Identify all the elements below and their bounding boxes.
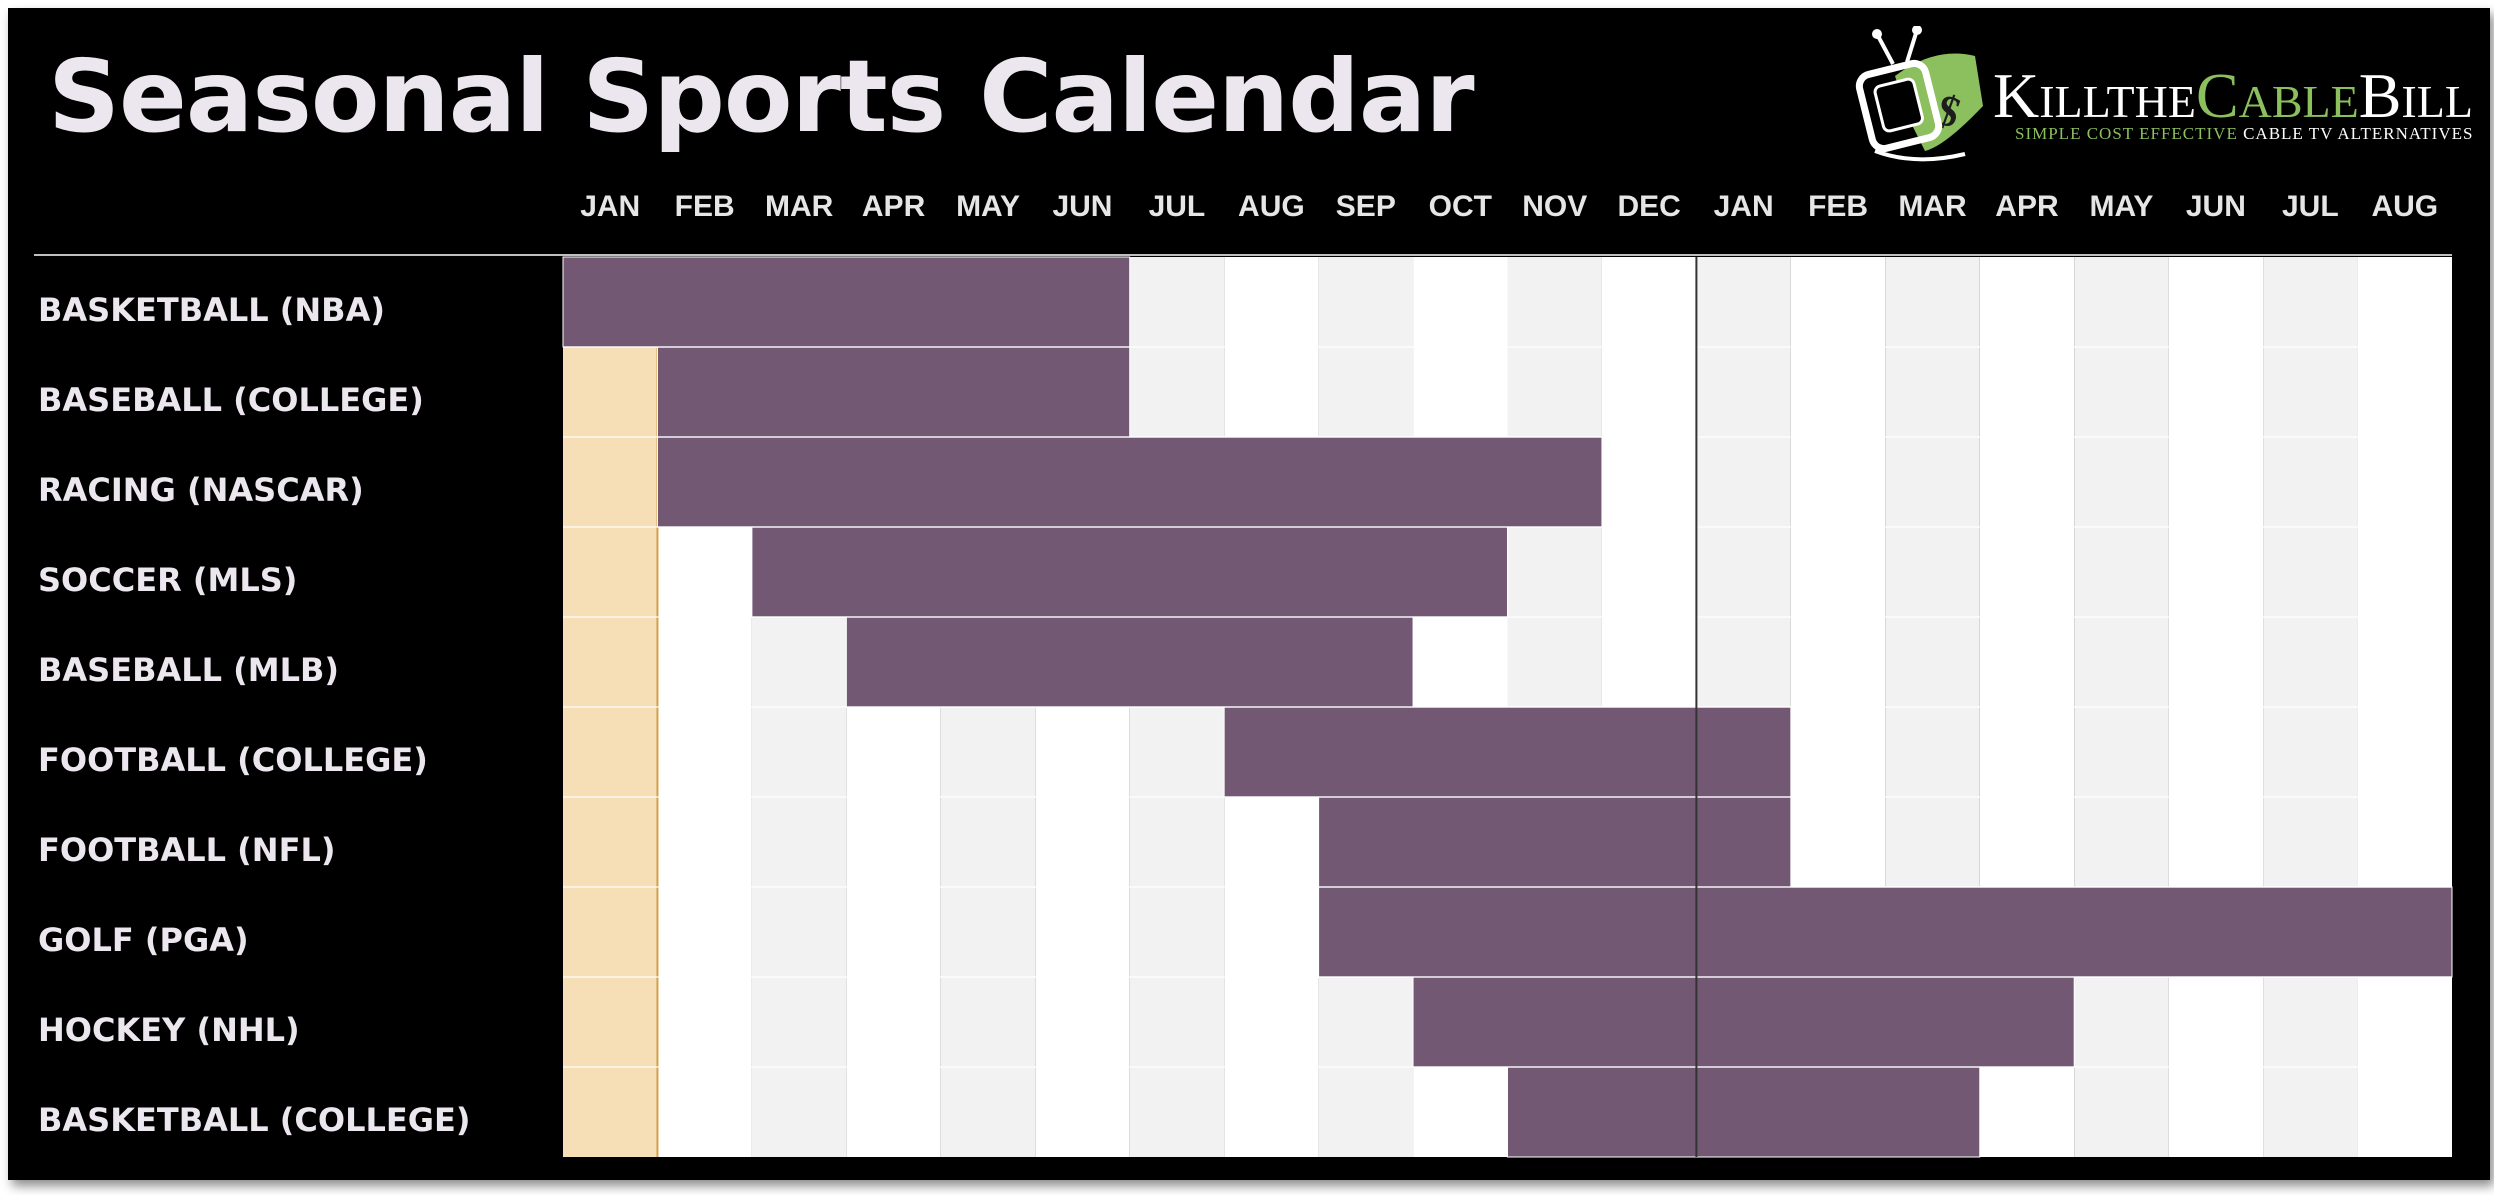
season-bar	[1318, 886, 2453, 978]
page-title: Seasonal Sports Calendar	[48, 38, 1475, 155]
month-label: FEB	[675, 190, 735, 223]
season-bar	[1318, 796, 1792, 888]
logo-wordmark: KILLTHECABLEBILL	[1993, 64, 2473, 128]
sport-label: SOCCER (MLS)	[38, 561, 297, 599]
month-label: JAN	[1714, 190, 1774, 223]
month-label: JUN	[1052, 190, 1112, 223]
brand-logo: $ KILLTHECABLEBILL SIMPLE COST EFFECTIVE…	[1855, 26, 2473, 176]
logo-text-ill-2: ILL	[2401, 76, 2473, 127]
tv-with-money-icon: $	[1855, 26, 1983, 162]
month-label: OCT	[1429, 190, 1492, 223]
logo-tagline-green: SIMPLE COST EFFECTIVE	[2015, 124, 2244, 143]
sport-label: BASEBALL (COLLEGE)	[38, 381, 424, 419]
logo-tagline-white: CABLE TV ALTERNATIVES	[2243, 124, 2474, 143]
sport-label: FOOTBALL (NFL)	[38, 831, 335, 869]
month-label: SEP	[1336, 190, 1396, 223]
sport-label: HOCKEY (NHL)	[38, 1011, 300, 1049]
sport-label: RACING (NASCAR)	[38, 471, 364, 509]
season-bar	[1223, 706, 1792, 798]
logo-letter-k: K	[1993, 60, 2040, 131]
sport-label: BASKETBALL (NBA)	[38, 291, 385, 329]
sport-label: BASEBALL (MLB)	[38, 651, 339, 689]
sport-label: GOLF (PGA)	[38, 921, 249, 959]
month-label: MAR	[1898, 190, 1967, 223]
month-label: FEB	[1808, 190, 1868, 223]
season-bar	[562, 256, 1131, 348]
month-label: JUN	[2186, 190, 2246, 223]
month-label: APR	[1995, 190, 2059, 223]
logo-letter-b: B	[2358, 60, 2402, 131]
month-label: AUG	[2371, 190, 2438, 223]
month-label: NOV	[1522, 190, 1587, 223]
month-label: JUL	[1149, 190, 1206, 223]
month-label: AUG	[1238, 190, 1305, 223]
logo-text-able: ABLE	[2238, 76, 2359, 127]
logo-text-the: THE	[2106, 76, 2196, 127]
month-label: MAY	[2089, 190, 2153, 223]
season-bar	[845, 616, 1414, 708]
season-bar	[751, 526, 1508, 618]
sport-label: FOOTBALL (COLLEGE)	[38, 741, 428, 779]
month-label: APR	[862, 190, 926, 223]
season-bar	[1507, 1066, 1981, 1158]
season-bar	[656, 436, 1603, 528]
season-bar	[1412, 976, 2075, 1068]
logo-tagline: SIMPLE COST EFFECTIVE CABLE TV ALTERNATI…	[2015, 124, 2473, 144]
month-label: JUL	[2282, 190, 2339, 223]
logo-letter-c: C	[2195, 60, 2239, 131]
logo-text-ill: ILL	[2039, 76, 2107, 127]
sport-label: BASKETBALL (COLLEGE)	[38, 1101, 470, 1139]
month-label: JAN	[580, 190, 640, 223]
month-label: DEC	[1618, 190, 1681, 223]
season-bar	[656, 346, 1131, 438]
month-label: MAR	[765, 190, 834, 223]
month-label: MAY	[956, 190, 1020, 223]
